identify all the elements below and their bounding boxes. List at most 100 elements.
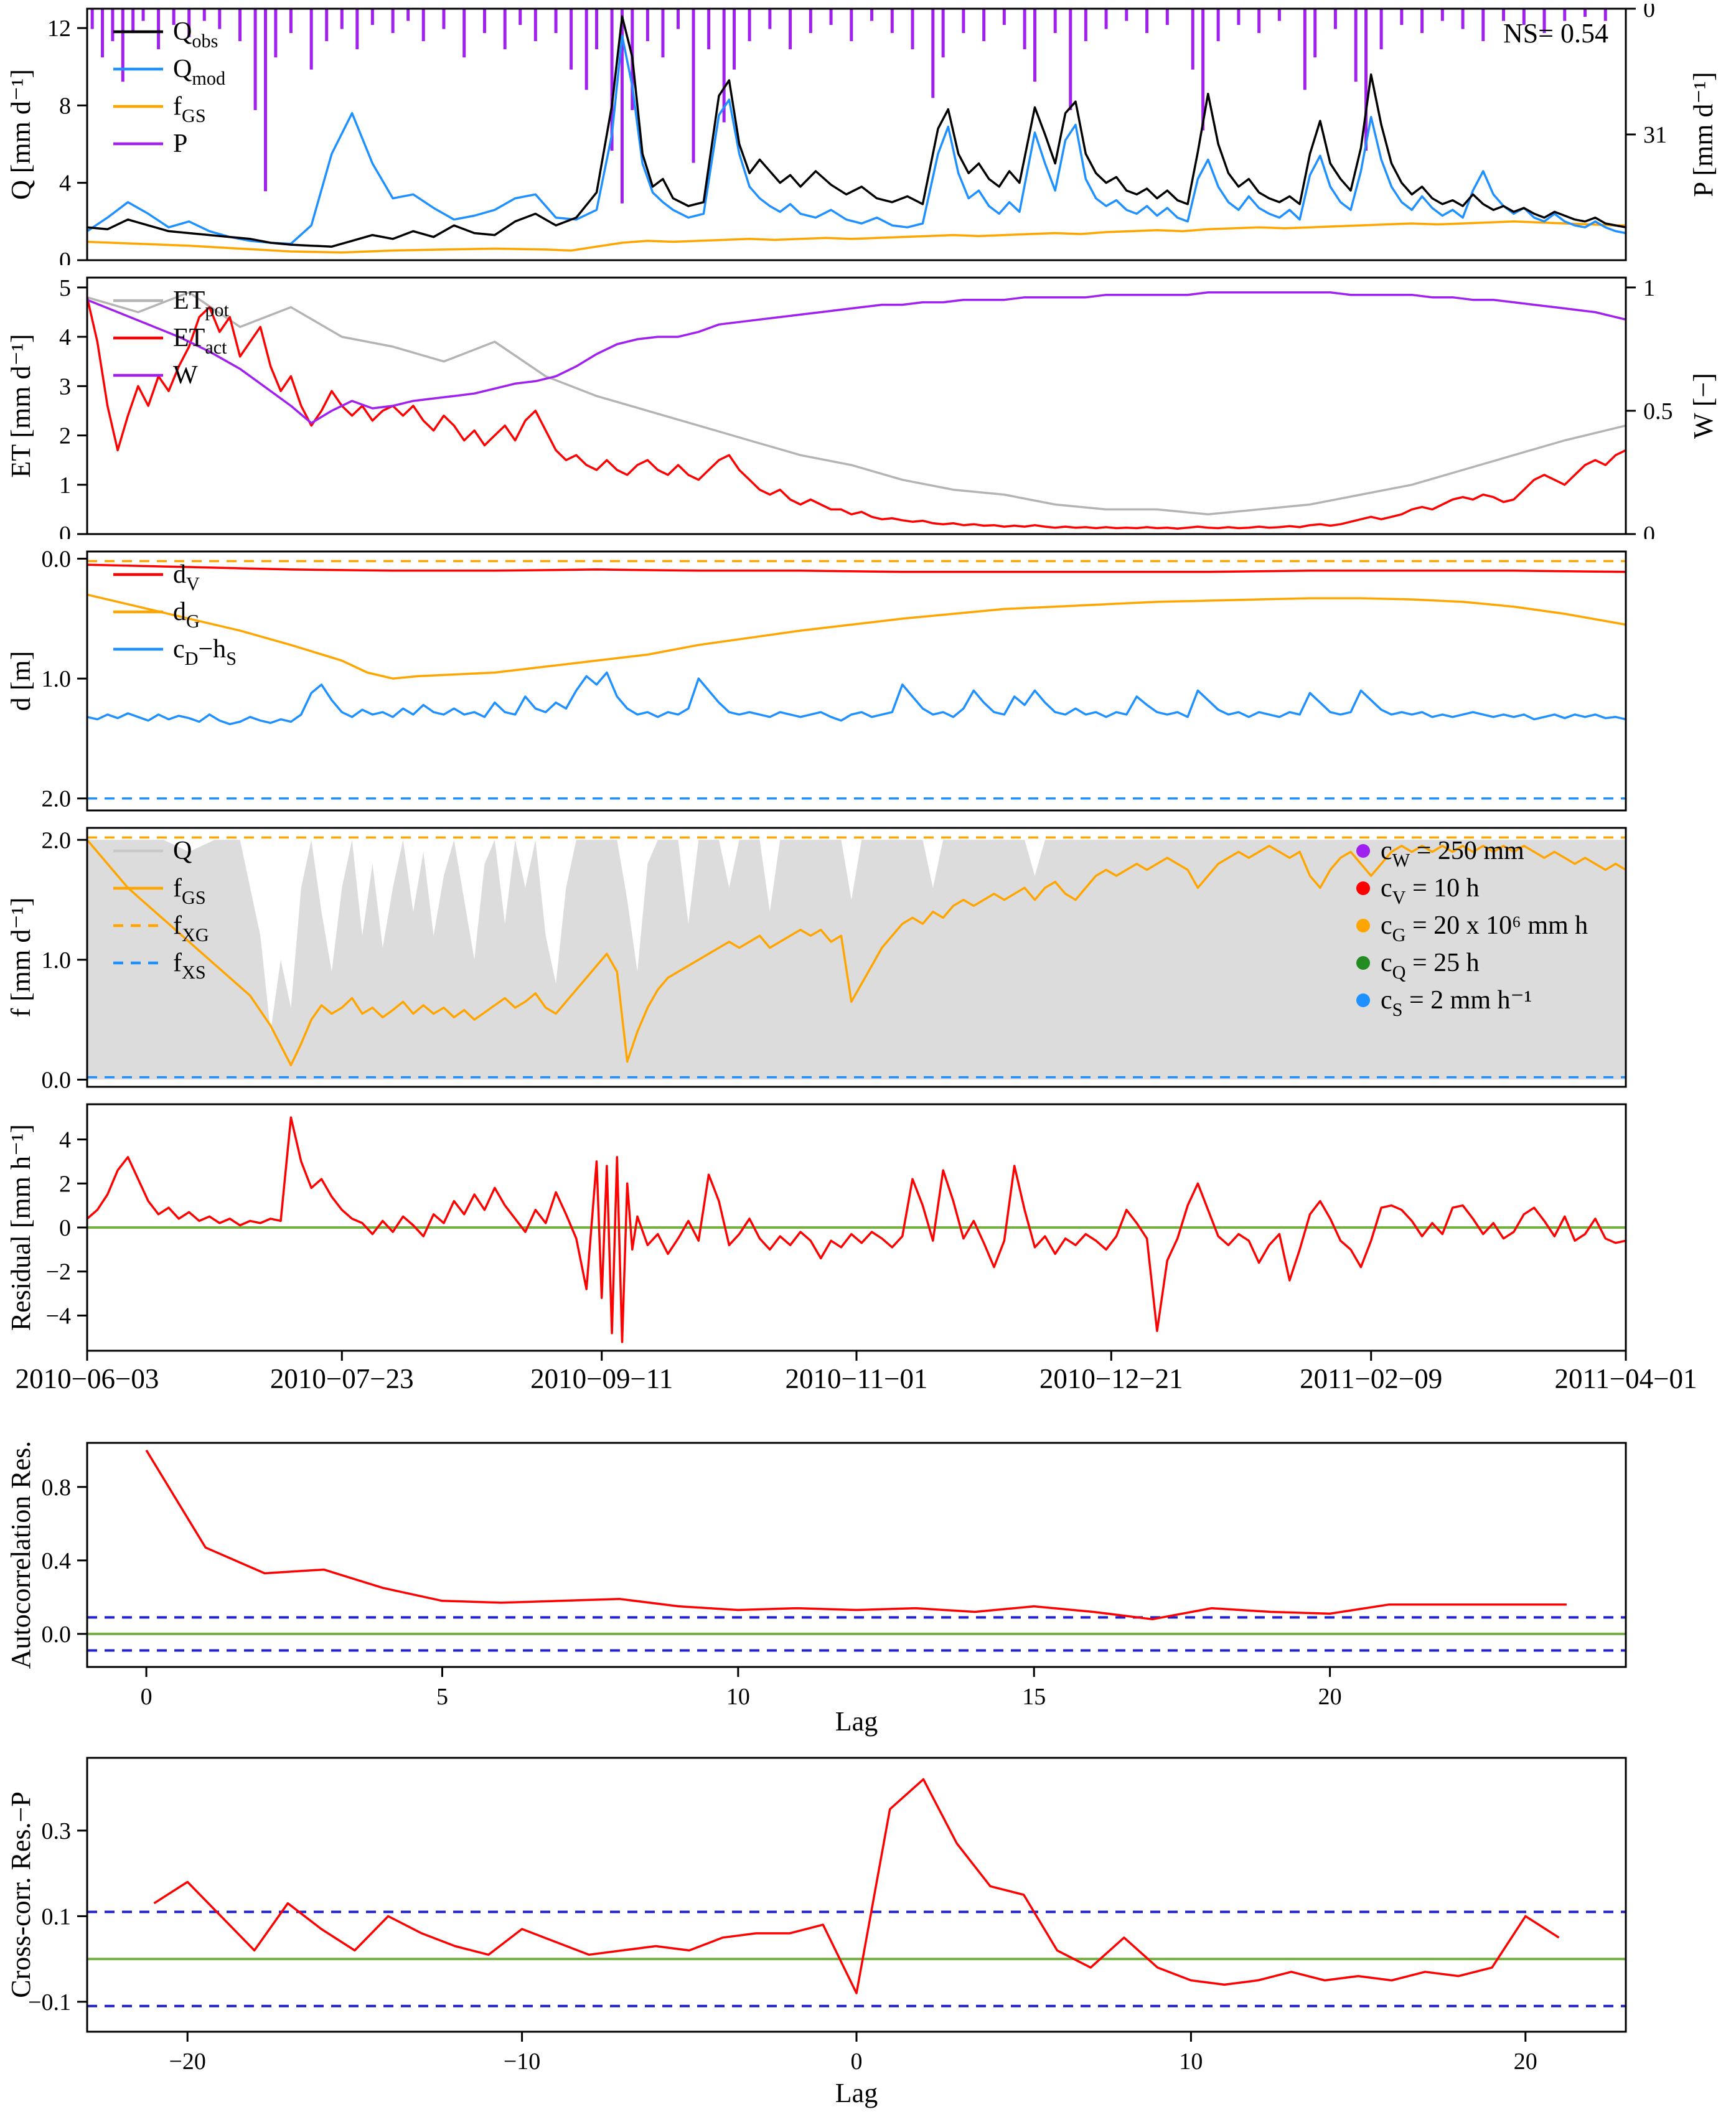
axis-text: 3 (59, 373, 71, 400)
legend-label: cD−hS (173, 635, 237, 669)
axis-text: 0 (1643, 4, 1655, 22)
series-d_V (87, 563, 1626, 573)
axis-text: 2.0 (42, 827, 72, 853)
axis-text: 5 (436, 1684, 448, 1710)
plot-frame (86, 276, 1627, 535)
series-f_GS (86, 839, 1626, 1067)
axis-text: ET [mm d⁻¹] (6, 334, 36, 477)
axis-text: f [mm d⁻¹] (6, 898, 36, 1018)
axis-text: −2 (46, 1259, 71, 1285)
legend-label: dV (173, 560, 200, 594)
axis-text: 2011−02−09 (1300, 1363, 1442, 1394)
axis-text: 4 (59, 171, 71, 197)
axis-text: 2.0 (42, 786, 72, 812)
discharge-panel-svg: 0 4 8 12 0 31 Q [mm d⁻¹] P [mm d⁻¹] NS= 0.54 Qobs… (6, 0, 1719, 274)
axis-text: 0 (141, 1684, 152, 1710)
series-Q_shade (87, 840, 1626, 1080)
crosscorrelation-panel-svg: −0.1 0.1 0.3 −20 −10 0 10 20 Cross-corr. Res.−P L… (6, 1757, 1627, 2108)
legend-label: cW = 250 mm (1381, 837, 1524, 871)
axis-text: 0 (59, 248, 71, 265)
axis-text: Q [mm d⁻¹] (6, 69, 36, 200)
axis-text: 4 (59, 1127, 71, 1153)
axis-text: 0 (851, 2049, 863, 2075)
series-f_GS (87, 220, 1626, 254)
axis-text: 0.5 (1643, 398, 1673, 425)
axis-text: 31 (1643, 122, 1667, 148)
panel-discharge-timeseries: 0 4 8 12 0 31 Q [mm d⁻¹] P [mm d⁻¹] NS= 0.54 Qobs… (0, 0, 1736, 274)
axis-text: 0.3 (42, 1818, 72, 1844)
axis-text: 0.4 (42, 1548, 72, 1574)
axis-text: 1 (1643, 275, 1655, 301)
plot-frame (86, 1442, 1627, 1668)
axis-text: 0.0 (42, 547, 72, 573)
axis-text: 2010−07−23 (270, 1363, 414, 1394)
series-ET_act (86, 297, 1626, 530)
axis-text: Lag (835, 1706, 878, 1737)
axis-text: Lag (835, 2078, 878, 2108)
legend-label: ETact (173, 324, 227, 358)
panel-depth-timeseries: 0.0 1.0 2.0 d [m] dV dG cD−hS (0, 547, 1736, 815)
plot-frame (86, 550, 1627, 812)
axis-text: 0.1 (42, 1903, 72, 1930)
legend-label: fGS (173, 874, 206, 908)
axis-text: 12 (47, 16, 71, 42)
axis-text: 0.8 (42, 1475, 72, 1501)
axis-text: 2 (59, 423, 71, 449)
axis-text: Cross-corr. Res.−P (6, 1791, 36, 1998)
legend-label: cS = 2 mm h⁻¹ (1381, 986, 1532, 1020)
legend-label: cQ = 25 h (1381, 949, 1480, 983)
series-W (87, 291, 1626, 425)
axis-text: 20 (1514, 2049, 1537, 2075)
legend-label: W (173, 361, 198, 390)
axis-text: 2010−12−21 (1039, 1363, 1183, 1394)
axis-text: 10 (1179, 2049, 1203, 2075)
axis-text: W [−] (1688, 373, 1719, 439)
series-P (90, 9, 1607, 204)
axis-text: 2011−04−01 (1554, 1363, 1697, 1394)
axis-text: Autocorrelation Res. (6, 1441, 36, 1669)
axis-text: 5 (59, 275, 71, 301)
legend-label: fGS (173, 92, 206, 126)
axis-text: −4 (46, 1303, 71, 1329)
legend-label: Q (173, 837, 192, 865)
legend-label: Qobs (173, 17, 218, 52)
plot-frame (86, 827, 1627, 1088)
axis-text: 20 (1318, 1684, 1342, 1710)
axis-text: 2 (59, 1171, 71, 1197)
legend-label: fXS (173, 949, 206, 983)
panel-crosscorrelation: −0.1 0.1 0.3 −20 −10 0 10 20 Cross-corr. Res.−P L… (0, 1745, 1736, 2110)
axis-text: 15 (1022, 1684, 1046, 1710)
series-Q_mod (87, 34, 1626, 245)
panel-residual-timeseries: −4 −2 0 2 4 2010−06−03 2010−07−23 2010−09−11 201… (0, 1099, 1736, 1411)
axis-text: −20 (169, 2049, 205, 2075)
axis-text: 8 (59, 93, 71, 119)
series-d_G (87, 593, 1626, 680)
panel-evapotranspiration-timeseries: 0 1 2 3 4 5 0 0.5 1 ET [mm d⁻¹] W [−] ETpot ETact W (0, 273, 1736, 548)
axis-text: 1 (59, 472, 71, 499)
series-ccf (153, 1778, 1560, 1994)
axis-text: Residual [mm h⁻¹] (6, 1124, 36, 1331)
autocorrelation-panel-svg: 0.0 0.4 0.8 0 5 10 15 20 Autocorrelation Res. Lag (6, 1441, 1627, 1737)
axis-text: −0.1 (28, 1989, 71, 2016)
axis-text: 1.0 (42, 666, 72, 692)
axis-text: 0.0 (42, 1067, 72, 1092)
legend-label: cG = 20 x 10⁶ mm h (1381, 911, 1588, 946)
series-cD_minus_hS (87, 671, 1626, 726)
axis-text: 1.0 (42, 947, 72, 974)
axis-text: NS= 0.54 (1503, 18, 1608, 49)
axis-text: 0 (59, 522, 71, 539)
axis-text: 2010−11−01 (785, 1363, 927, 1394)
legend-label: ETpot (173, 286, 230, 321)
series-Q_obs (87, 15, 1626, 248)
axis-text: P [mm d⁻¹] (1688, 72, 1719, 197)
legend-label: P (173, 129, 187, 158)
